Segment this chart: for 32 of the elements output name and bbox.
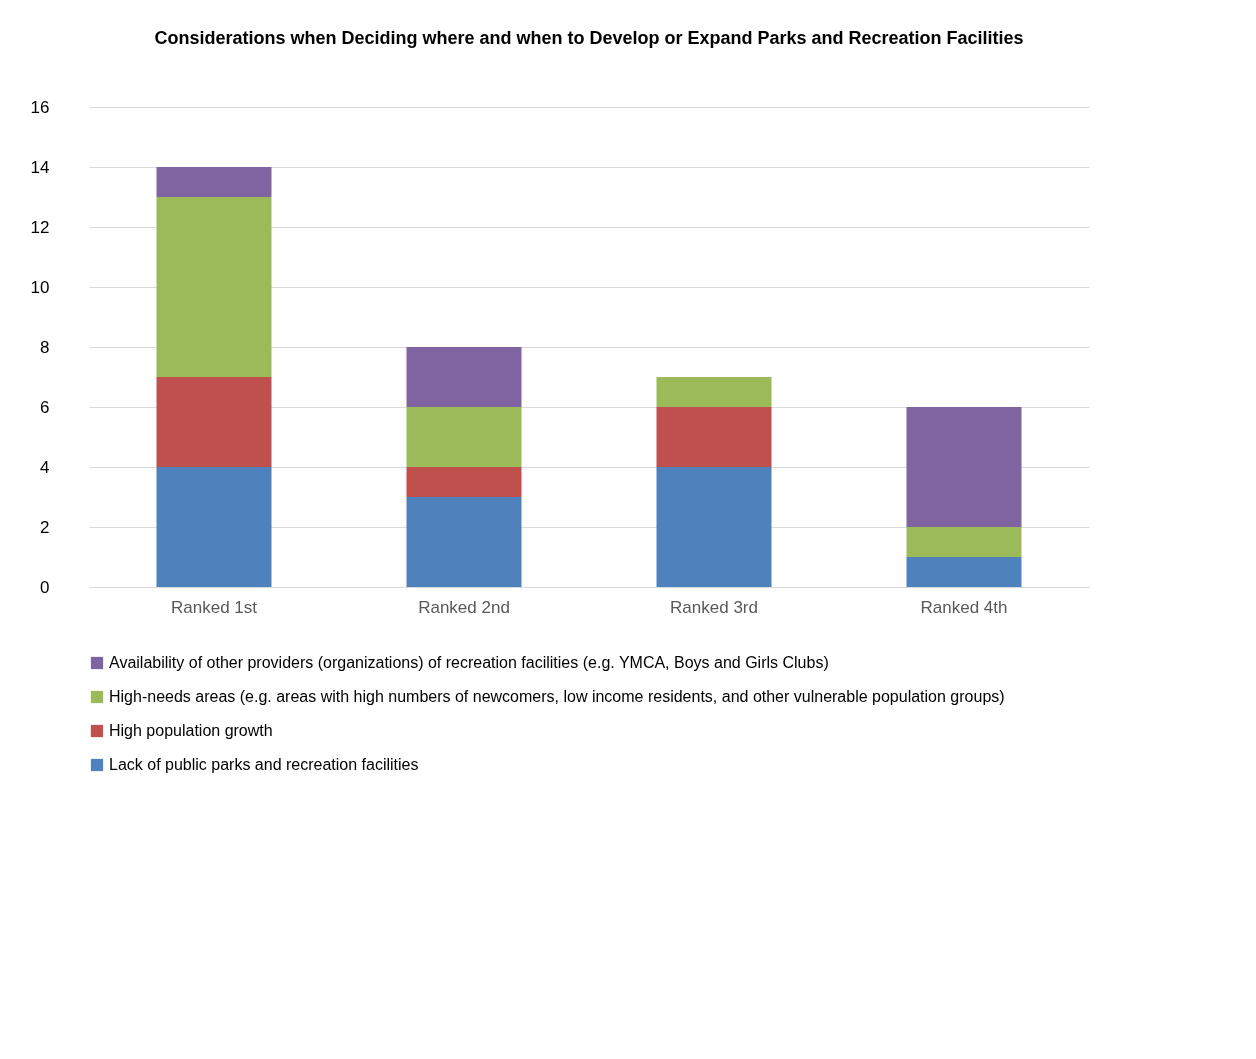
y-tick-label: 6 <box>40 397 50 417</box>
y-tick-label: 8 <box>40 337 50 357</box>
bar <box>906 527 1022 557</box>
y-tick-label: 16 <box>30 97 50 117</box>
bar <box>406 347 522 407</box>
bar <box>656 407 772 467</box>
bar <box>156 467 272 587</box>
y-tick-label: 2 <box>40 517 50 537</box>
x-tick-label: Ranked 1st <box>171 597 258 617</box>
bar <box>406 407 522 467</box>
bar <box>156 197 272 377</box>
y-tick-label: 0 <box>40 577 50 597</box>
y-tick-label: 12 <box>30 217 50 237</box>
bar <box>156 167 272 197</box>
x-tick-label: Ranked 4th <box>920 597 1008 617</box>
y-tick-label: 10 <box>30 277 50 297</box>
legend-label: High population growth <box>109 722 273 739</box>
bar <box>156 377 272 467</box>
x-tick-label: Ranked 3rd <box>670 597 758 617</box>
bar <box>406 467 522 497</box>
y-tick-label: 14 <box>30 157 50 177</box>
bar <box>906 407 1022 527</box>
legend-label: Lack of public parks and recreation facilities <box>109 756 419 773</box>
bar <box>656 467 772 587</box>
x-tick-label: Ranked 2nd <box>418 597 510 617</box>
y-tick-label: 4 <box>40 457 50 477</box>
bar <box>656 377 772 407</box>
chart-title: Considerations when Deciding where and when to Develop or Expand Parks and Recreation Facilities <box>154 28 1024 48</box>
legend-label: High-needs areas (e.g. areas with high numbers of newcomers, low income residents, and other vulnerable population groups) <box>109 688 1005 705</box>
legend-label: Availability of other providers (organizations) of recreation facilities (e.g. YMCA, Boys and Girls Clubs) <box>109 654 829 671</box>
bar <box>406 497 522 587</box>
bar <box>906 557 1022 587</box>
